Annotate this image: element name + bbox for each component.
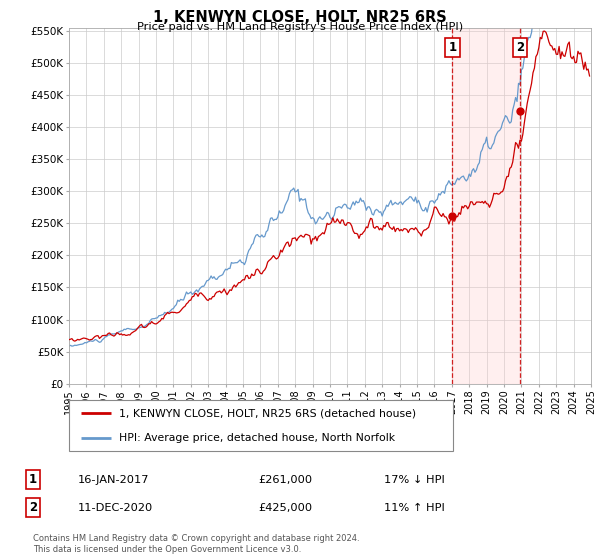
Text: £425,000: £425,000 <box>258 503 312 513</box>
Text: 1, KENWYN CLOSE, HOLT, NR25 6RS (detached house): 1, KENWYN CLOSE, HOLT, NR25 6RS (detache… <box>119 408 416 418</box>
Text: This data is licensed under the Open Government Licence v3.0.: This data is licensed under the Open Gov… <box>33 545 301 554</box>
Text: 1, KENWYN CLOSE, HOLT, NR25 6RS: 1, KENWYN CLOSE, HOLT, NR25 6RS <box>153 10 447 25</box>
Text: 1: 1 <box>29 473 37 487</box>
Text: 17% ↓ HPI: 17% ↓ HPI <box>384 475 445 485</box>
Text: 11% ↑ HPI: 11% ↑ HPI <box>384 503 445 513</box>
Text: £261,000: £261,000 <box>258 475 312 485</box>
Text: 2: 2 <box>29 501 37 515</box>
Text: 2: 2 <box>516 40 524 54</box>
Text: HPI: Average price, detached house, North Norfolk: HPI: Average price, detached house, Nort… <box>119 433 395 443</box>
Text: Price paid vs. HM Land Registry's House Price Index (HPI): Price paid vs. HM Land Registry's House … <box>137 22 463 32</box>
Text: 1: 1 <box>448 40 457 54</box>
Bar <box>452 28 520 384</box>
Text: 11-DEC-2020: 11-DEC-2020 <box>78 503 153 513</box>
Text: 16-JAN-2017: 16-JAN-2017 <box>78 475 149 485</box>
FancyBboxPatch shape <box>69 400 453 451</box>
Text: Contains HM Land Registry data © Crown copyright and database right 2024.: Contains HM Land Registry data © Crown c… <box>33 534 359 543</box>
